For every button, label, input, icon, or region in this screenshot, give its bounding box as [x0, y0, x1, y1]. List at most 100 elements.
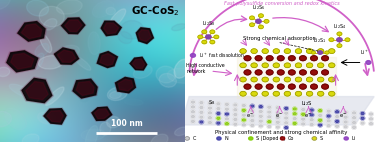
- Ellipse shape: [242, 113, 246, 117]
- Ellipse shape: [311, 51, 315, 54]
- Ellipse shape: [277, 84, 284, 89]
- Polygon shape: [65, 20, 82, 32]
- Ellipse shape: [249, 137, 253, 140]
- Ellipse shape: [191, 110, 195, 113]
- Ellipse shape: [0, 111, 11, 127]
- Ellipse shape: [202, 30, 207, 34]
- Ellipse shape: [311, 84, 317, 89]
- Ellipse shape: [327, 124, 331, 127]
- Text: Strong chemical adsorption: Strong chemical adsorption: [243, 36, 316, 41]
- Ellipse shape: [318, 92, 324, 96]
- Ellipse shape: [259, 14, 263, 17]
- Ellipse shape: [57, 0, 82, 14]
- Ellipse shape: [198, 35, 203, 39]
- Ellipse shape: [38, 56, 64, 69]
- Ellipse shape: [266, 56, 273, 61]
- Ellipse shape: [120, 20, 143, 39]
- Ellipse shape: [185, 137, 189, 140]
- Ellipse shape: [216, 112, 220, 115]
- Ellipse shape: [335, 120, 339, 123]
- Ellipse shape: [40, 34, 52, 53]
- Ellipse shape: [301, 117, 305, 121]
- Ellipse shape: [167, 68, 197, 83]
- Text: Li$_2$S$_1$: Li$_2$S$_1$: [313, 36, 327, 45]
- Polygon shape: [62, 18, 85, 34]
- Ellipse shape: [208, 102, 212, 105]
- Ellipse shape: [285, 77, 290, 82]
- Ellipse shape: [293, 117, 297, 120]
- Ellipse shape: [33, 53, 44, 70]
- Polygon shape: [132, 59, 145, 68]
- Ellipse shape: [296, 92, 301, 96]
- Ellipse shape: [156, 66, 176, 83]
- Ellipse shape: [0, 0, 10, 9]
- Ellipse shape: [259, 115, 263, 118]
- Ellipse shape: [250, 23, 254, 26]
- Ellipse shape: [26, 0, 49, 16]
- Ellipse shape: [225, 122, 229, 125]
- Text: N: N: [225, 136, 228, 141]
- Ellipse shape: [296, 77, 301, 82]
- Ellipse shape: [369, 112, 373, 116]
- Ellipse shape: [250, 16, 254, 19]
- Ellipse shape: [276, 111, 280, 114]
- Ellipse shape: [259, 25, 263, 29]
- Ellipse shape: [233, 108, 237, 111]
- Text: S: S: [320, 136, 323, 141]
- Polygon shape: [116, 77, 135, 93]
- Polygon shape: [44, 109, 66, 124]
- Ellipse shape: [296, 49, 301, 53]
- Ellipse shape: [335, 110, 339, 113]
- Ellipse shape: [335, 125, 339, 128]
- Ellipse shape: [329, 92, 335, 96]
- Ellipse shape: [255, 84, 262, 89]
- Ellipse shape: [322, 70, 328, 75]
- Polygon shape: [72, 78, 98, 99]
- Polygon shape: [57, 50, 76, 62]
- Text: GC-CoS$_2$: GC-CoS$_2$: [131, 4, 180, 18]
- Polygon shape: [5, 50, 39, 73]
- Ellipse shape: [233, 113, 237, 116]
- Text: Li$^+$: Li$^+$: [360, 48, 369, 57]
- Ellipse shape: [262, 49, 268, 53]
- Polygon shape: [181, 97, 374, 125]
- Polygon shape: [100, 21, 122, 36]
- Ellipse shape: [57, 45, 79, 59]
- Text: Li$_2$S$_6$: Li$_2$S$_6$: [252, 3, 265, 12]
- Ellipse shape: [216, 117, 220, 120]
- Ellipse shape: [233, 103, 237, 107]
- Text: Fast polysulfide conversion and redox kinetics: Fast polysulfide conversion and redox ki…: [224, 1, 339, 6]
- Ellipse shape: [293, 107, 297, 111]
- Text: Li$_2$S$_8$: Li$_2$S$_8$: [201, 19, 215, 28]
- Ellipse shape: [318, 119, 322, 122]
- Polygon shape: [7, 51, 38, 72]
- Ellipse shape: [35, 43, 49, 57]
- Ellipse shape: [206, 35, 211, 39]
- Polygon shape: [129, 57, 147, 71]
- Ellipse shape: [225, 107, 229, 111]
- Ellipse shape: [259, 105, 263, 108]
- Ellipse shape: [352, 111, 356, 115]
- Ellipse shape: [361, 121, 365, 125]
- Polygon shape: [92, 107, 112, 120]
- Ellipse shape: [300, 70, 306, 75]
- Ellipse shape: [259, 110, 263, 113]
- Ellipse shape: [327, 109, 331, 113]
- Ellipse shape: [242, 118, 246, 122]
- Ellipse shape: [100, 122, 111, 135]
- Ellipse shape: [43, 19, 57, 30]
- Ellipse shape: [199, 120, 203, 124]
- Polygon shape: [54, 48, 79, 64]
- Ellipse shape: [244, 84, 251, 89]
- Text: Li$_2$S: Li$_2$S: [301, 99, 313, 108]
- Ellipse shape: [285, 92, 290, 96]
- Ellipse shape: [22, 134, 39, 142]
- Ellipse shape: [216, 102, 220, 106]
- Ellipse shape: [250, 119, 254, 122]
- Ellipse shape: [329, 63, 335, 67]
- Ellipse shape: [273, 92, 279, 96]
- Ellipse shape: [344, 115, 348, 119]
- Ellipse shape: [276, 106, 280, 109]
- Polygon shape: [115, 77, 136, 94]
- Ellipse shape: [335, 115, 339, 118]
